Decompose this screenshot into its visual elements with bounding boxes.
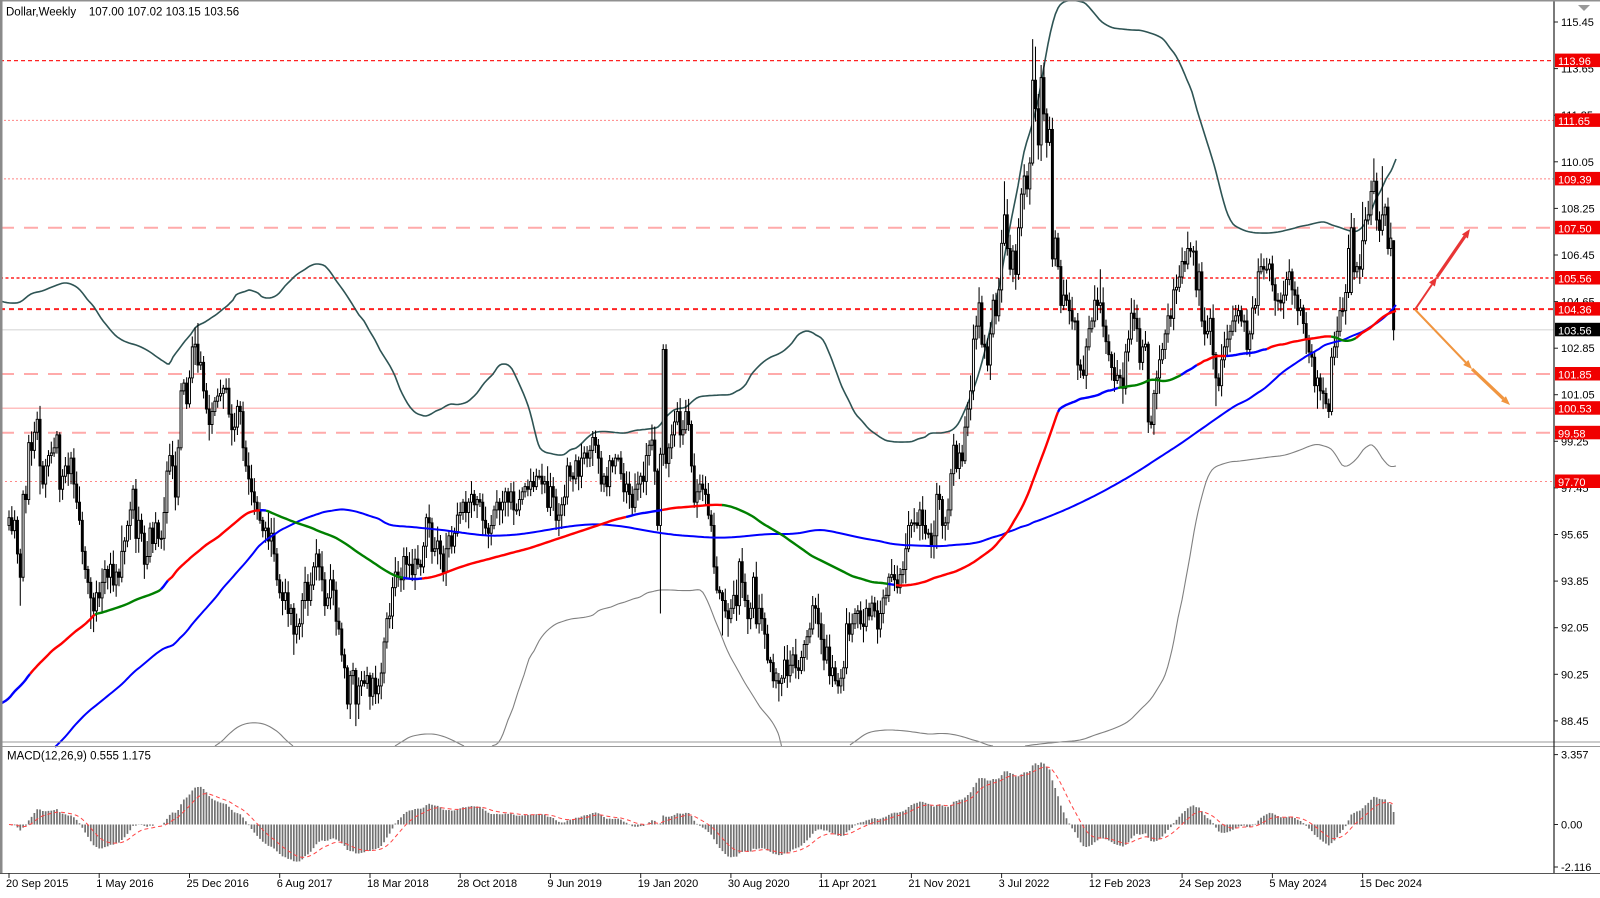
svg-text:0.00: 0.00 — [1561, 820, 1582, 832]
svg-text:107.50: 107.50 — [1558, 223, 1592, 235]
svg-text:115.45: 115.45 — [1561, 17, 1594, 29]
svg-text:24 Sep 2023: 24 Sep 2023 — [1179, 878, 1241, 890]
svg-text:108.25: 108.25 — [1561, 203, 1595, 215]
svg-text:100.53: 100.53 — [1558, 404, 1592, 416]
svg-text:95.65: 95.65 — [1561, 530, 1589, 542]
svg-text:18 Mar 2018: 18 Mar 2018 — [367, 878, 429, 890]
svg-text:101.85: 101.85 — [1558, 370, 1592, 382]
svg-text:88.45: 88.45 — [1561, 716, 1589, 728]
svg-text:3.357: 3.357 — [1561, 750, 1589, 762]
svg-text:109.39: 109.39 — [1558, 174, 1592, 186]
svg-text:19 Jan 2020: 19 Jan 2020 — [638, 878, 699, 890]
svg-text:113.96: 113.96 — [1558, 56, 1591, 68]
svg-text:103.56: 103.56 — [1558, 325, 1592, 337]
svg-text:97.70: 97.70 — [1558, 477, 1586, 489]
svg-text:30 Aug 2020: 30 Aug 2020 — [728, 878, 790, 890]
svg-text:12 Feb 2023: 12 Feb 2023 — [1089, 878, 1151, 890]
svg-text:15 Dec 2024: 15 Dec 2024 — [1360, 878, 1422, 890]
svg-text:1 May 2016: 1 May 2016 — [96, 878, 153, 890]
svg-text:28 Oct 2018: 28 Oct 2018 — [457, 878, 517, 890]
svg-text:102.85: 102.85 — [1561, 343, 1595, 355]
svg-text:MACD(12,26,9) 0.555 1.175: MACD(12,26,9) 0.555 1.175 — [7, 751, 151, 763]
svg-text:9 Jun 2019: 9 Jun 2019 — [547, 878, 601, 890]
svg-text:105.56: 105.56 — [1558, 274, 1592, 286]
svg-text:11 Apr 2021: 11 Apr 2021 — [818, 878, 877, 890]
svg-text:6 Aug 2017: 6 Aug 2017 — [277, 878, 333, 890]
svg-text:106.45: 106.45 — [1561, 250, 1595, 262]
svg-text:90.25: 90.25 — [1561, 669, 1589, 681]
svg-text:25 Dec 2016: 25 Dec 2016 — [187, 878, 249, 890]
svg-text:110.05: 110.05 — [1561, 157, 1594, 169]
svg-text:99.58: 99.58 — [1558, 428, 1586, 440]
svg-text:20 Sep 2015: 20 Sep 2015 — [6, 878, 68, 890]
svg-text:-2.116: -2.116 — [1561, 862, 1591, 874]
svg-text:111.65: 111.65 — [1558, 116, 1590, 128]
svg-text:5 May 2024: 5 May 2024 — [1269, 878, 1326, 890]
svg-text:104.36: 104.36 — [1558, 305, 1592, 317]
svg-text:3 Jul 2022: 3 Jul 2022 — [999, 878, 1050, 890]
svg-text:21 Nov 2021: 21 Nov 2021 — [908, 878, 970, 890]
svg-text:Dollar,Weekly 107.00 107.02: Dollar,Weekly 107.00 107.02 103.15 103.5… — [6, 7, 239, 19]
svg-text:93.85: 93.85 — [1561, 576, 1589, 588]
svg-text:92.05: 92.05 — [1561, 623, 1589, 635]
svg-text:101.05: 101.05 — [1561, 390, 1595, 402]
